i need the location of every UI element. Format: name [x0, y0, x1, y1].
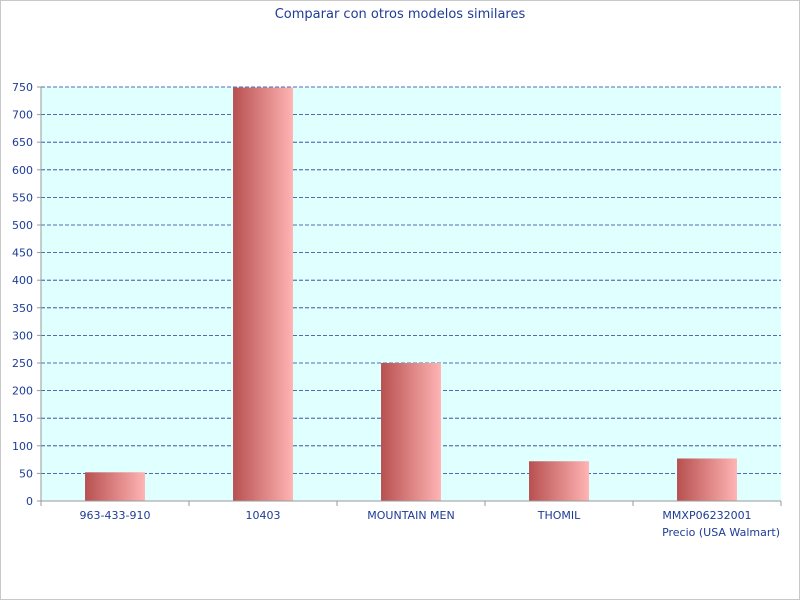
y-tick-label: 550 [12, 191, 33, 204]
x-tick-labels: 963-433-910 10403 MOUNTAIN MEN THOMIL MMXP06… [80, 509, 752, 522]
y-tick-label: 650 [12, 136, 33, 149]
axes [40, 87, 782, 506]
y-tick-label: 50 [19, 467, 33, 480]
bar [233, 87, 293, 501]
y-tick-label: 250 [12, 357, 33, 370]
y-tick-label: 350 [12, 302, 33, 315]
bars [85, 87, 737, 501]
x-axis-title: Precio (USA Walmart) [662, 526, 780, 539]
y-tick-label: 750 [12, 81, 33, 94]
x-tick-label: 10403 [246, 509, 281, 522]
x-tick-label: THOMIL [537, 509, 581, 522]
bar [529, 461, 589, 501]
y-tick-label: 400 [12, 274, 33, 287]
y-tick-label: 500 [12, 219, 33, 232]
bar [85, 472, 145, 501]
x-tick-label: 963-433-910 [80, 509, 151, 522]
y-tick-label: 600 [12, 164, 33, 177]
chart-title: Comparar con otros modelos similares [275, 7, 526, 22]
bar [381, 363, 441, 501]
y-tick-labels: 0 50 100 150 200 250 300 350 400 450 500 550 600 650 7… [12, 81, 33, 508]
x-tick-label: MMXP06232001 [662, 509, 751, 522]
y-tick-label: 0 [26, 495, 33, 508]
y-tick-label: 200 [12, 385, 33, 398]
y-tick-label: 450 [12, 247, 33, 260]
y-tick-label: 300 [12, 329, 33, 342]
x-tick-label: MOUNTAIN MEN [367, 509, 454, 522]
y-tick-label: 150 [12, 412, 33, 425]
bar [677, 458, 737, 501]
y-tick-label: 700 [12, 109, 33, 122]
y-tick-label: 100 [12, 440, 33, 453]
